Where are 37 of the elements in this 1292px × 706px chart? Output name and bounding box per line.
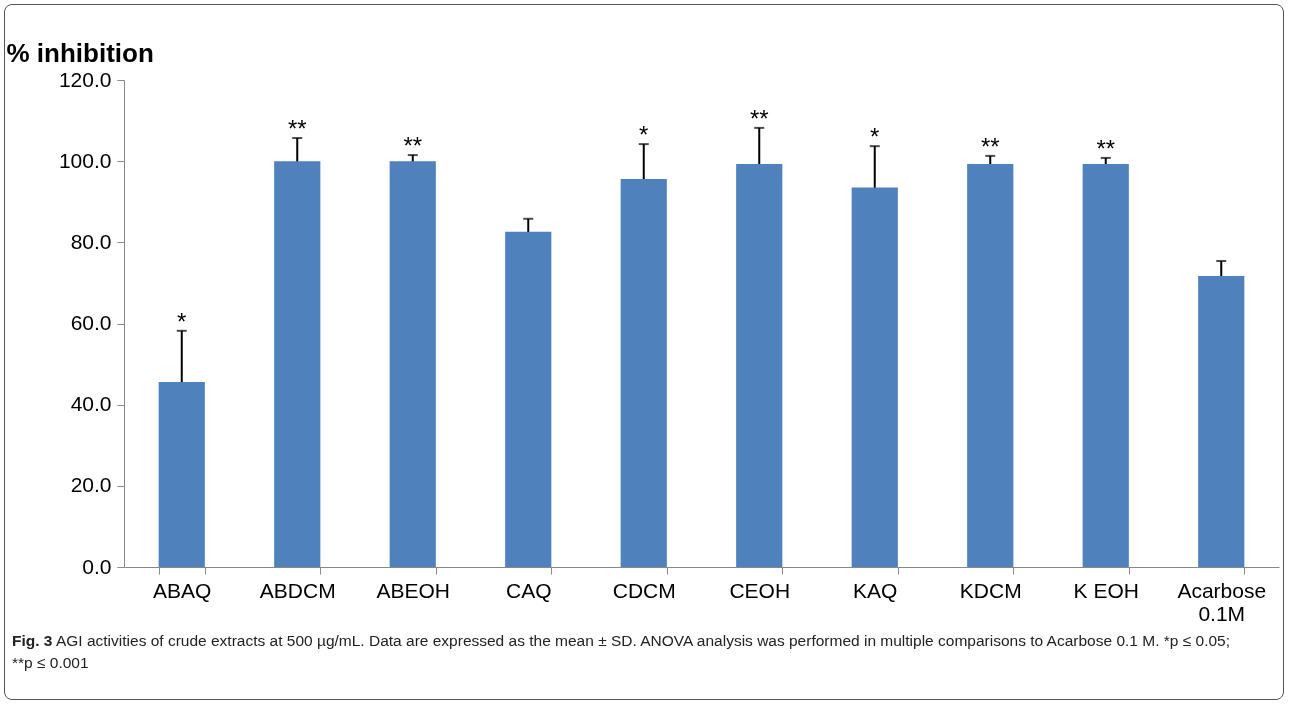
annotation: ** (287, 115, 307, 143)
bar (620, 179, 667, 567)
caption: Fig. 3 AGI activities of crude extracts at 500 µg/mL. Data are expressed as the mean ± SD. ANOVA analysis was performed in multiple comparisons to Acarbose 0.1 M. *p ≤ 0.05; **p ≤ 0.001 (12, 631, 1231, 673)
x-tick-label: K EOH (1073, 578, 1139, 602)
annotation: * (177, 307, 187, 335)
y-tick-label: 80.0 (70, 229, 112, 253)
y-tick-label: 100.0 (58, 148, 112, 172)
bar (736, 164, 783, 567)
annotation: ** (403, 132, 423, 160)
bar (1082, 164, 1129, 567)
y-tick-label: 0.0 (82, 554, 112, 578)
x-tick-label: ABDCM (259, 578, 336, 602)
annotation: * (639, 121, 649, 149)
y-tick-label: 60.0 (70, 311, 112, 334)
bar (967, 164, 1014, 567)
bar (851, 187, 898, 567)
bar (158, 381, 205, 567)
x-tick-label: Acarbose 0.1M (1177, 578, 1267, 625)
x-tick-label: CDCM (612, 578, 676, 602)
y-tick-label: 20.0 (70, 473, 112, 497)
y-axis-title: % inhibition (6, 37, 154, 68)
annotation: ** (980, 132, 1000, 160)
x-tick-label: KAQ (853, 578, 898, 602)
x-tick-label: CEOH (729, 578, 791, 602)
x-tick-label: CAQ (505, 578, 552, 602)
annotation: ** (1096, 134, 1116, 162)
annotation: * (870, 123, 880, 151)
x-tick-label: ABAQ (153, 578, 212, 602)
bar (505, 231, 552, 567)
y-tick-label: 40.0 (70, 392, 112, 416)
annotation: ** (749, 104, 769, 132)
x-tick-label: ABEOH (376, 578, 451, 602)
bar (389, 161, 436, 567)
y-tick-label: 120.0 (58, 67, 112, 91)
x-tick-label: KDCM (959, 578, 1022, 602)
bar (1198, 276, 1245, 567)
bar (274, 161, 321, 567)
